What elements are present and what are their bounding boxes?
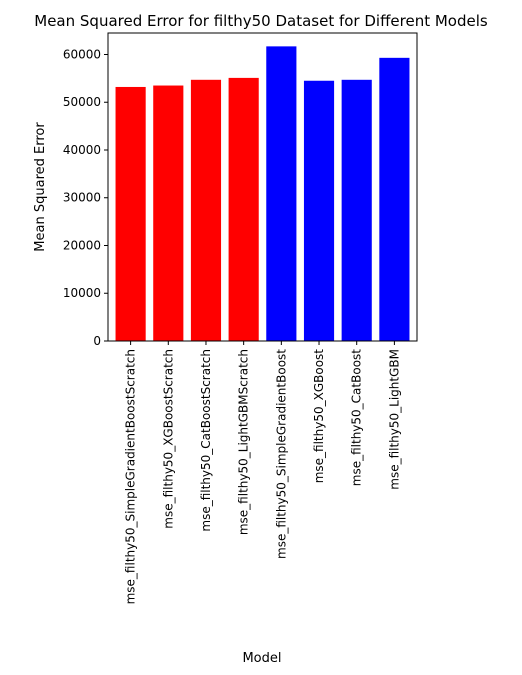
bars-layer [115, 46, 410, 342]
y-tick-label-5: 50000 [63, 95, 101, 109]
bar-1 [153, 85, 184, 341]
x-axis: mse_filthy50_SimpleGradientBoostScratch m… [124, 341, 401, 604]
plot-frame [107, 32, 418, 342]
y-tick-label-0: 0 [93, 334, 101, 348]
x-tick-label-6: mse_filthy50_CatBoost [350, 349, 364, 487]
x-tick-label-3: mse_filthy50_LightGBMScratch [237, 349, 251, 535]
bar-0 [115, 86, 146, 342]
y-tick-label-1: 10000 [63, 286, 101, 300]
y-axis-label: Mean Squared Error [33, 122, 48, 252]
bar-4 [266, 46, 297, 342]
y-tick-label-6: 60000 [63, 47, 101, 61]
bar-3 [228, 77, 259, 341]
chart-title: Mean Squared Error for filthy50 Dataset … [34, 12, 488, 30]
x-tick-label-7: mse_filthy50_LightGBM [387, 349, 401, 490]
y-tick-label-3: 30000 [63, 191, 101, 205]
y-tick-label-4: 40000 [63, 143, 101, 157]
x-tick-label-1: mse_filthy50_XGBoostScratch [161, 349, 175, 529]
x-tick-label-4: mse_filthy50_SimpleGradientBoost [274, 349, 288, 559]
bar-6 [341, 79, 372, 342]
x-axis-label: Model [242, 651, 281, 666]
x-tick-label-2: mse_filthy50_CatBoostScratch [199, 349, 213, 532]
x-tick-label-5: mse_filthy50_XGBoost [312, 349, 326, 484]
x-tick-label-0: mse_filthy50_SimpleGradientBoostScratch [124, 349, 138, 604]
y-axis: 0 10000 20000 30000 40000 50000 60000 [63, 47, 108, 348]
bar-7 [379, 57, 410, 341]
y-tick-label-2: 20000 [63, 238, 101, 252]
bar-2 [190, 79, 222, 342]
bar-5 [303, 80, 335, 341]
